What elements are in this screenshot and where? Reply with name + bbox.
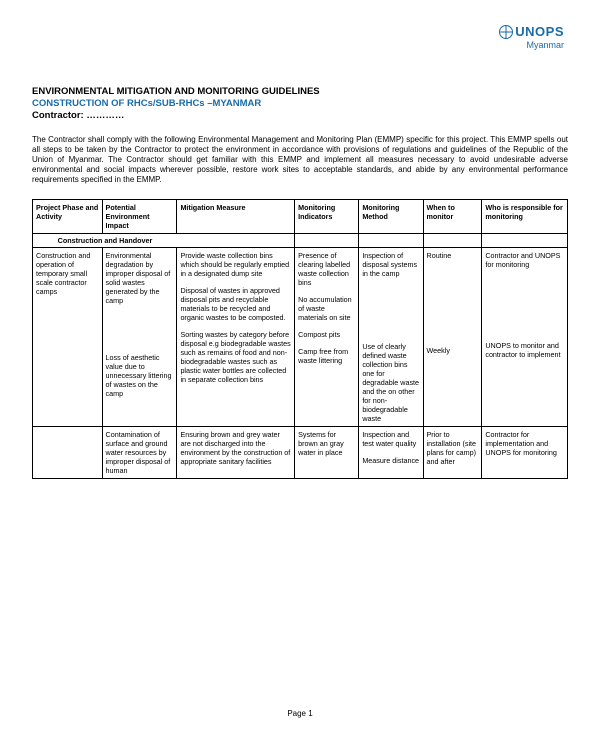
- contractor-line: Contractor: …………: [32, 110, 568, 121]
- col-when: When to monitor: [423, 200, 482, 234]
- col-impact: Potential Environment Impact: [102, 200, 177, 234]
- method-block: Use of clearly defined waste collection …: [362, 342, 419, 423]
- section-label: Construction and Handover: [33, 234, 177, 248]
- when-block: Routine: [427, 251, 479, 260]
- cell-phase: Construction and operation of temporary …: [33, 248, 103, 427]
- globe-icon: [499, 25, 513, 39]
- intro-paragraph: The Contractor shall comply with the fol…: [32, 135, 568, 185]
- cell-impact: Environmental degradation by improper di…: [102, 248, 177, 427]
- indicator-block: No accumulation of waste materials on si…: [298, 295, 355, 322]
- indicator-block: Camp free from waste littering: [298, 347, 355, 365]
- emmp-table: Project Phase and Activity Potential Env…: [32, 199, 568, 479]
- title-line-1: ENVIRONMENTAL MITIGATION AND MONITORING …: [32, 86, 568, 97]
- contractor-label: Contractor:: [32, 110, 84, 121]
- title-line-2: CONSTRUCTION OF RHCs/SUB-RHCs –MYANMAR: [32, 98, 568, 109]
- cell-indicators: Systems for brown an gray water in place: [295, 427, 359, 479]
- cell-who: Contractor and UNOPS for monitoring UNOP…: [482, 248, 568, 427]
- mitigation-block: Provide waste collection bins which shou…: [180, 251, 291, 278]
- logo-block: UNOPS Myanmar: [499, 24, 564, 50]
- document-header: ENVIRONMENTAL MITIGATION AND MONITORING …: [32, 86, 568, 121]
- cell-when: Routine Weekly: [423, 248, 482, 427]
- when-block: Weekly: [427, 346, 479, 355]
- table-row: Contamination of surface and ground wate…: [33, 427, 568, 479]
- col-mitigation: Mitigation Measure: [177, 200, 295, 234]
- col-who: Who is responsible for monitoring: [482, 200, 568, 234]
- col-phase: Project Phase and Activity: [33, 200, 103, 234]
- mitigation-block: Sorting wastes by category before dispos…: [180, 330, 291, 384]
- cell-method: Inspection of disposal systems in the ca…: [359, 248, 423, 427]
- who-block: Contractor and UNOPS for monitoring: [485, 251, 564, 269]
- logo-row: UNOPS: [499, 24, 564, 39]
- cell-mitigation: Provide waste collection bins which shou…: [177, 248, 295, 427]
- section-row: Construction and Handover: [33, 234, 568, 248]
- logo-subtitle: Myanmar: [499, 40, 564, 50]
- contractor-dots: …………: [86, 110, 124, 121]
- method-block: Measure distance: [362, 456, 419, 465]
- cell-when: Prior to installation (site plans for ca…: [423, 427, 482, 479]
- col-indicators: Monitoring Indicators: [295, 200, 359, 234]
- table-row: Construction and operation of temporary …: [33, 248, 568, 427]
- who-block: UNOPS to monitor and contractor to imple…: [485, 341, 564, 359]
- logo-text: UNOPS: [515, 24, 564, 39]
- cell-indicators: Presence of clearing labelled waste coll…: [295, 248, 359, 427]
- page-number: Page 1: [0, 709, 600, 718]
- indicator-block: Presence of clearing labelled waste coll…: [298, 251, 355, 287]
- method-block: Inspection of disposal systems in the ca…: [362, 251, 419, 278]
- impact-block: Environmental degradation by improper di…: [106, 251, 174, 305]
- col-method: Monitoring Method: [359, 200, 423, 234]
- impact-block: Loss of aesthetic value due to unnecessa…: [106, 353, 174, 398]
- cell-who: Contractor for implementation and UNOPS …: [482, 427, 568, 479]
- cell-phase: [33, 427, 103, 479]
- mitigation-block: Disposal of wastes in approved disposal …: [180, 286, 291, 322]
- table-header-row: Project Phase and Activity Potential Env…: [33, 200, 568, 234]
- cell-method: Inspection and test water quality Measur…: [359, 427, 423, 479]
- cell-mitigation: Ensuring brown and grey water are not di…: [177, 427, 295, 479]
- cell-impact: Contamination of surface and ground wate…: [102, 427, 177, 479]
- indicator-block: Compost pits: [298, 330, 355, 339]
- method-block: Inspection and test water quality: [362, 430, 419, 448]
